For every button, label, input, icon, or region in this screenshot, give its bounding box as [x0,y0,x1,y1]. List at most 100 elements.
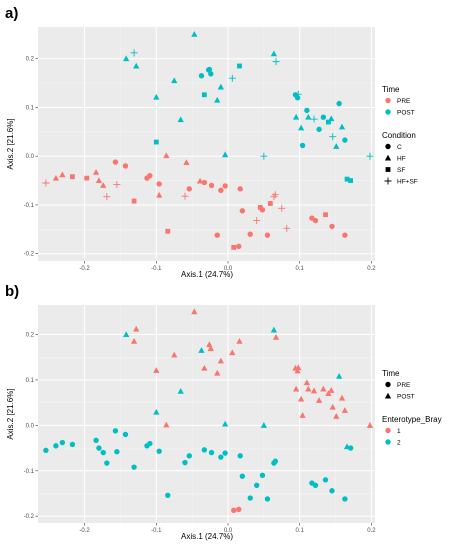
data-point [366,152,374,160]
data-point [217,357,224,364]
data-point [114,448,120,455]
data-point [310,387,318,394]
data-point [156,448,162,454]
data-point [348,178,354,183]
legend-key [385,97,391,104]
data-point [217,83,224,90]
data-point [153,367,160,373]
data-point [294,90,302,98]
data-point [69,441,76,448]
data-point [338,123,346,130]
data-point [325,119,331,125]
data-point [342,137,348,143]
legend-label: POST [397,110,415,117]
data-points [43,308,374,513]
data-point [236,506,242,513]
data-point [156,181,162,187]
data-point [316,126,322,133]
data-point [53,443,59,449]
data-point [163,421,170,428]
y-tick-label: 0.0 [26,423,35,429]
data-point [123,55,130,62]
data-point [278,204,286,212]
data-point [191,31,198,37]
data-point [156,191,163,198]
data-point [130,338,138,344]
data-point [153,408,160,415]
data-point [298,395,305,402]
data-point [186,453,192,459]
data-point [186,186,192,192]
data-point [272,58,280,66]
data-point [201,92,207,98]
data-point [336,100,342,107]
data-point [183,159,190,165]
data-point [218,454,224,460]
data-point [123,331,130,337]
data-point [270,50,278,57]
data-point [236,338,243,344]
data-point [305,385,312,392]
data-point [264,496,271,502]
data-point [222,450,228,456]
data-point [153,93,160,100]
data-point [181,192,189,200]
data-point [130,49,138,57]
data-point [260,152,268,160]
legend-label: POST [397,394,415,401]
data-point [325,390,332,397]
data-point [222,183,228,189]
data-point [366,422,374,428]
data-point [344,176,350,182]
data-point [305,113,312,120]
legend-color: Enterotype_Bray 1 2 [382,415,442,447]
data-point [247,231,253,237]
data-point [231,244,237,250]
data-point [328,115,335,122]
data-point [228,74,236,82]
data-point [253,217,261,225]
x-tick-label: -0.2 [79,266,90,272]
data-point [96,445,102,451]
data-point [206,341,213,347]
data-point [222,151,229,158]
data-point [329,488,335,494]
data-point [329,223,335,230]
legend-title: Condition [382,131,416,140]
chart-panel-1: a) -0.2 -0.1 0.0 0.1 0.2 -0.2 -0.1 0.0 0.1 0.2 Axis… [5,5,418,279]
y-tick-label: -0.1 [24,469,35,475]
data-point [292,385,300,392]
data-point [272,333,280,340]
panel-label: b) [5,283,19,300]
data-point [147,172,153,179]
legend-title: Time [382,85,400,94]
legend-title: Enterotype_Bray [382,415,442,424]
data-point [207,345,214,352]
y-tick-label: -0.2 [24,514,35,520]
data-point [333,412,340,419]
data-point [264,232,271,238]
data-point [112,159,119,165]
y-axis-title: Axis.2 [21.6%] [6,388,15,439]
data-point [303,379,311,386]
data-point [52,174,60,181]
data-point [171,77,178,84]
data-point [237,186,243,192]
data-point [222,420,229,427]
data-point [100,182,107,188]
data-point [84,175,90,181]
data-point [147,440,153,447]
data-point [329,133,337,141]
legend-key [385,143,391,150]
legend-key [385,427,391,434]
data-point [59,439,66,446]
data-point [208,449,215,456]
x-tick-label: -0.2 [79,528,90,534]
data-point [206,66,213,73]
data-point [59,171,66,178]
data-point [272,458,279,464]
data-point [131,198,137,204]
data-point [236,243,242,250]
data-point [208,71,214,77]
